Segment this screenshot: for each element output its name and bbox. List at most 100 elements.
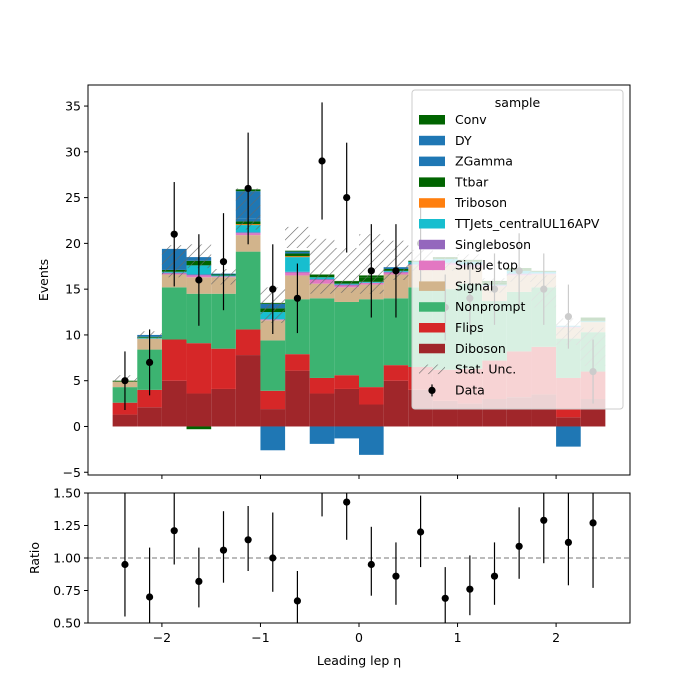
bar-diboson-5: [235, 355, 261, 427]
legend-swatch-zgamma: [419, 156, 445, 167]
bar-flips-1: [137, 389, 162, 408]
data-point-5: [244, 184, 252, 193]
y-tick-label-4: 15: [65, 282, 81, 297]
data-point-3: [195, 276, 203, 284]
ratio-point-14: [466, 585, 474, 593]
bar-flips-2: [161, 339, 187, 381]
bar-flips-4: [211, 348, 236, 389]
legend-label-conv: Conv: [455, 112, 487, 127]
bar-nonprompt-8: [309, 298, 335, 378]
main-axes: −5 0 5 10 15 20 25 30 35: [63, 84, 631, 480]
ratio-point-4: [219, 546, 228, 554]
y-tick-label-3: 10: [65, 327, 81, 342]
bar-diboson-18: [556, 417, 581, 427]
bar-diboson-7: [285, 370, 310, 427]
bar-flips-3: [186, 343, 212, 394]
ratio-point-2: [170, 527, 178, 535]
bar-diboson-1: [137, 407, 162, 427]
legend-title: sample: [495, 95, 541, 110]
stat-unc-band-9: [334, 247, 359, 293]
data-point-9: [343, 194, 351, 202]
y-tick-label-7: 30: [65, 144, 81, 159]
ratio-point-13: [441, 594, 449, 602]
y-tick-label-0: −5: [63, 465, 81, 480]
bar-diboson-3: [186, 393, 212, 427]
legend-swatch-signal: [419, 281, 445, 291]
legend-swatch-triboson: [419, 198, 445, 208]
data-point-8: [318, 157, 326, 165]
bar-nonprompt-9: [334, 301, 359, 376]
bar-diboson-10: [359, 404, 384, 427]
bar-nonprompt-5: [235, 251, 261, 330]
data-point-4: [219, 258, 228, 266]
bar-diboson-8: [309, 393, 335, 427]
legend-swatch-ttbar: [419, 177, 445, 187]
stat-unc-band-8: [309, 238, 335, 294]
ratio-point-12: [416, 528, 425, 536]
legend-label-stat-unc: Stat. Unc.: [455, 362, 516, 377]
legend-label-ttbar: Ttbar: [454, 174, 489, 189]
x-axis-label: Leading lep η: [317, 653, 401, 668]
ratio-points-clipped: [121, 493, 597, 623]
ratio-point-16: [515, 542, 523, 550]
legend-label-signal: Signal: [455, 278, 493, 293]
ratio-point-6: [269, 554, 277, 562]
x-tick-label-2: 0: [355, 630, 363, 645]
legend-label-diboson: Diboson: [455, 341, 506, 356]
ratio-axes: 0.50 0.75 1.00 1.25 1.50 −2 −1 0 1 2: [53, 486, 631, 645]
bar-dy-10: [359, 426, 384, 455]
bar-diboson-11: [383, 380, 409, 427]
bar-conv-3: [186, 426, 212, 430]
y-tick-label-2: 5: [73, 373, 81, 388]
y-tick-label-8: 35: [65, 99, 81, 114]
bar-flips-11: [383, 365, 409, 381]
ratio-point-19: [589, 519, 597, 527]
legend-data-marker: [428, 386, 436, 394]
bar-nonprompt-2: [161, 287, 187, 340]
bar-triboson-7: [285, 256, 310, 258]
ratio-point-11: [392, 572, 400, 580]
bar-flips-7: [285, 354, 310, 371]
legend-label-singleboson: Singleboson: [455, 237, 531, 252]
legend-swatch-ttjets-centralul16apv: [419, 219, 445, 229]
ratio-point-10: [367, 560, 375, 569]
y-tick-label-1: 0: [73, 419, 81, 434]
bar-diboson-6: [260, 409, 286, 427]
ratio-point-17: [540, 516, 548, 524]
bar-dy-6: [260, 426, 286, 451]
main-plot: −5 0 5 10 15 20 25 30 35 Events sample Conv DY ZGam…: [36, 84, 631, 480]
ratio-points: [88, 493, 630, 623]
ratio-y-tick-label-1: 0.75: [53, 583, 81, 598]
legend-swatch-flips: [419, 323, 445, 333]
bar-zgamma-7: [285, 251, 310, 254]
bar-conv-7: [285, 250, 310, 252]
ratio-point-5: [244, 536, 252, 544]
legend-swatch-singleboson: [419, 239, 445, 250]
ratio-y-tick-label-0: 0.50: [53, 616, 81, 631]
ratio-plot: 0.50 0.75 1.00 1.25 1.50 −2 −1 0 1 2 Ratio Leadin…: [27, 486, 631, 668]
bar-diboson-2: [161, 380, 187, 427]
y-tick-label-6: 25: [65, 190, 81, 205]
ratio-y-tick-label-4: 1.50: [53, 486, 81, 501]
bar-flips-6: [260, 390, 286, 410]
ratio-point-1: [145, 593, 154, 601]
ratio-point-7: [293, 597, 302, 605]
bar-diboson-0: [112, 414, 138, 427]
data-point-0: [121, 377, 129, 385]
legend-swatch-single-top: [419, 260, 445, 271]
ratio-y-tick-label-2: 1.00: [53, 551, 81, 566]
ratio-point-15: [490, 572, 499, 580]
legend-swatch-dy: [419, 135, 445, 146]
bar-diboson-4: [211, 388, 236, 427]
legend-swatch-nonprompt: [419, 302, 445, 312]
bar-ttbar-7: [285, 253, 310, 257]
x-tick-label-1: −1: [251, 630, 269, 645]
legend-swatch-diboson: [419, 343, 445, 354]
bar-nonprompt-6: [260, 340, 286, 391]
ratio-point-0: [121, 560, 129, 569]
legend-label-triboson: Triboson: [454, 195, 507, 210]
ratio-y-axis-label: Ratio: [27, 542, 42, 574]
ratio-point-18: [564, 538, 573, 547]
y-tick-label-5: 20: [65, 236, 81, 251]
